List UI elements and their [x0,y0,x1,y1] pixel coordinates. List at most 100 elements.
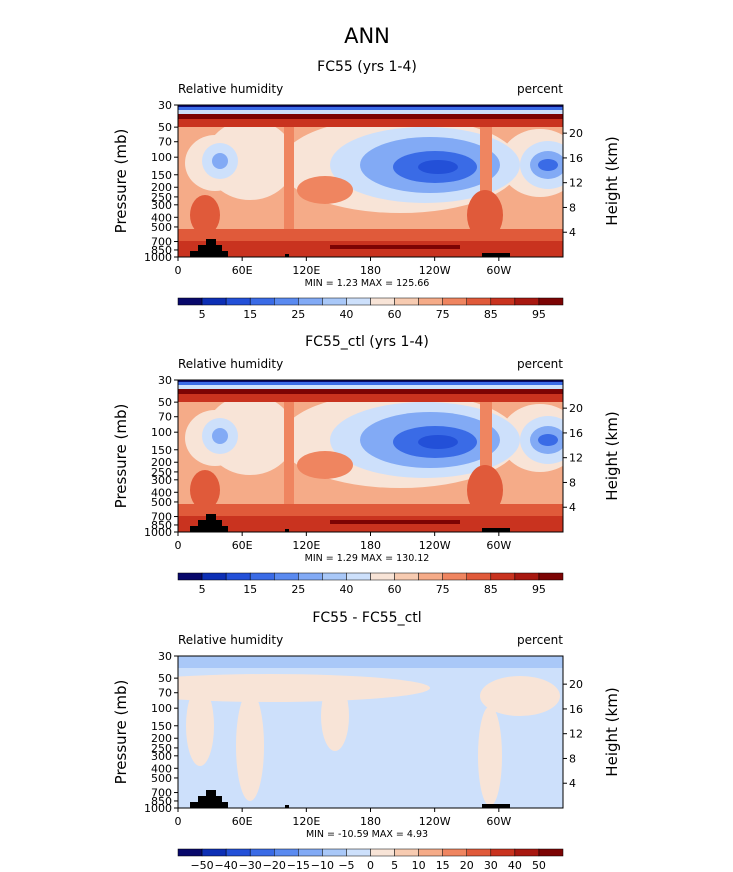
colorbar-label: 60 [388,583,402,596]
y-tick-label: 300 [151,199,172,212]
contour-boundary-layer [330,520,460,524]
colorbar-box [442,848,467,857]
y-tick-label: 250 [151,466,172,479]
x-tick-label: 180 [360,264,381,277]
x-tick-label: 120W [419,264,451,277]
y-tick-label: 200 [151,181,172,194]
panels: FC55 (yrs 1-4) Relative humidity percent 30… [112,59,621,872]
y-tick-label: 850 [151,519,172,532]
contour-stratosphere [178,105,563,107]
colorbar-label: −5 [338,859,354,872]
x-tick-label: 120E [292,815,320,828]
contour-stratosphere [178,380,563,385]
colorbar-box [201,572,227,581]
y-tick-label: 70 [158,136,172,149]
colorbar-label: 75 [436,583,450,596]
panel-title: FC55 - FC55_ctl [312,610,421,626]
y-tick-label: 30 [158,650,172,663]
x-tick-label: 60W [486,539,511,552]
contour-dry-core [418,160,458,174]
colorbar-label: 5 [199,308,206,321]
height-tick-label: 16 [569,703,583,716]
y-tick-label: 150 [151,169,172,182]
colorbar-box [394,297,419,306]
min-max-stats: MIN = 1.29 MAX = 130.12 [305,553,430,564]
y-tick-label: 30 [158,374,172,387]
colorbar-box [225,297,251,306]
colorbar-label: 5 [391,859,398,872]
colorbar-box [298,848,323,857]
colorbar-box [490,848,516,857]
colorbar-box [249,572,275,581]
colorbar-box [322,572,347,581]
colorbar-label: 60 [388,308,402,321]
colorbar-box [249,297,275,306]
contour-positive-region [480,676,560,716]
y-tick-label: 400 [151,762,172,775]
y-tick-label: 50 [158,121,172,134]
colorbar-label: −30 [239,859,262,872]
y-tick-label: 500 [151,496,172,509]
y-axis-title: Pressure (mb) [112,129,130,234]
y-tick-label: 200 [151,456,172,469]
colorbar-box [490,572,516,581]
colorbar-label: −50 [190,859,213,872]
height-tick-label: 8 [569,201,576,214]
x-tick-label: 180 [360,815,381,828]
x-tick-label: 60W [486,264,511,277]
y2-axis-title: Height (km) [603,687,621,776]
height-tick-label: 4 [569,777,576,790]
y-tick-label: 200 [151,732,172,745]
colorbar-box [370,297,395,306]
colorbar-label: 0 [367,859,374,872]
colorbar-box [249,848,275,857]
units-label: percent [517,82,563,96]
contour-stratosphere [178,105,563,110]
height-tick-label: 12 [569,177,583,190]
colorbar-box [274,848,299,857]
y2-axis-title: Height (km) [603,136,621,225]
contour-upper-band [178,656,563,668]
colorbar-label: −20 [263,859,286,872]
panel-3: FC55 - FC55_ctl Relative humidity percent 3… [112,610,621,872]
colorbar-label: 30 [484,859,498,872]
colorbar-label: 15 [436,859,450,872]
height-tick-label: 16 [569,427,583,440]
contour-positive-region [478,706,502,806]
x-tick-label: 0 [175,815,182,828]
y-axis-title: Pressure (mb) [112,680,130,785]
contour-moist-region [297,176,353,204]
height-tick-label: 20 [569,127,583,140]
topography [482,804,510,808]
y-axis-title: Pressure (mb) [112,404,130,509]
y-tick-label: 30 [158,99,172,112]
colorbar-box [514,848,540,857]
y-tick-label: 250 [151,742,172,755]
contour-dry-core [418,435,458,449]
y-tick-label: 100 [151,702,172,715]
contour-moist-region [467,190,503,240]
y-tick-label: 700 [151,511,172,524]
contour-positive-region [236,691,264,801]
contour-moist-column [284,395,294,532]
y-tick-label: 150 [151,720,172,733]
colorbar-box [201,848,227,857]
x-tick-label: 60W [486,815,511,828]
x-tick-label: 120W [419,539,451,552]
contour-stratosphere [178,380,563,382]
y-tick-label: 100 [151,426,172,439]
y-tick-label: 100 [151,151,172,164]
colorbar-label: 15 [243,308,257,321]
colorbar-box [274,297,299,306]
topography [190,514,228,532]
colorbar-label: 40 [508,859,522,872]
variable-label: Relative humidity [178,357,283,371]
colorbar-box [466,848,492,857]
y-tick-label: 400 [151,211,172,224]
height-tick-label: 8 [569,476,576,489]
variable-label: Relative humidity [178,82,283,96]
y-tick-label: 150 [151,444,172,457]
colorbar-label: 10 [412,859,426,872]
y-tick-label: 500 [151,221,172,234]
